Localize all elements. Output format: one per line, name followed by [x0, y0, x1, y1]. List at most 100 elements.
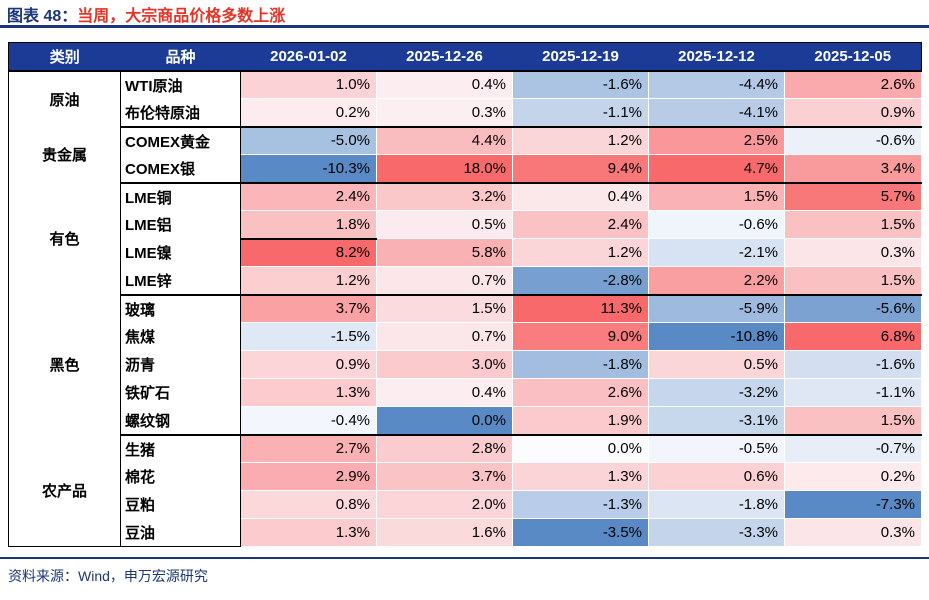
value-cell: 1.6%	[376, 518, 513, 547]
value-cell: 1.2%	[240, 266, 377, 296]
value-cell: 0.5%	[376, 210, 513, 239]
column-header: 2025-12-19	[512, 42, 649, 72]
value-cell: 2.7%	[240, 434, 377, 463]
item-cell: LME锌	[120, 266, 241, 296]
value-cell: 1.0%	[240, 70, 377, 99]
value-cell: 0.4%	[376, 70, 513, 99]
table-row: COMEX银 -10.3% 18.0% 9.4% 4.7% 3.4%	[9, 154, 922, 184]
value-cell: 0.3%	[376, 98, 513, 128]
value-cell: 8.2%	[240, 238, 377, 267]
value-cell: 0.9%	[240, 350, 377, 379]
value-cell: -10.3%	[240, 154, 377, 184]
source-note: 资料来源：Wind，申万宏源研究	[8, 568, 208, 584]
value-cell: 0.5%	[648, 350, 785, 379]
value-cell: 6.8%	[784, 322, 922, 351]
value-cell: -5.9%	[648, 294, 785, 323]
value-cell: -1.6%	[784, 350, 922, 379]
item-cell: WTI原油	[120, 70, 241, 99]
value-cell: 9.0%	[512, 322, 649, 351]
value-cell: 2.6%	[512, 378, 649, 407]
table-row: 农产品 生猪 2.7% 2.8% 0.0% -0.5% -0.7%	[8, 434, 922, 547]
value-cell: -7.3%	[784, 490, 922, 519]
item-cell: COMEX黄金	[120, 126, 241, 155]
value-cell: 1.5%	[376, 294, 513, 323]
value-cell: -1.5%	[240, 322, 377, 351]
table-row: 黑色 玻璃 3.7% 1.5% 11.3% -5.9% -5.6%	[8, 294, 922, 435]
value-cell: 0.2%	[784, 462, 922, 491]
item-cell: LME铝	[120, 210, 241, 239]
value-cell: 1.2%	[512, 126, 649, 155]
column-header: 品种	[120, 42, 241, 72]
item-cell: 布伦特原油	[120, 98, 241, 128]
item-cell: 沥青	[120, 350, 241, 379]
column-header: 2025-12-05	[784, 42, 922, 72]
value-cell: 1.9%	[512, 406, 649, 436]
table-row: 焦煤 -1.5% 0.7% 9.0% -10.8% 6.8%	[9, 322, 922, 351]
value-cell: -0.5%	[648, 434, 785, 463]
value-cell: 9.4%	[512, 154, 649, 184]
value-cell: 0.0%	[512, 434, 649, 463]
item-cell: 豆油	[120, 518, 241, 547]
value-cell: 0.0%	[376, 406, 513, 436]
table-row: LME镍 8.2% 5.8% 1.2% -2.1% 0.3%	[9, 238, 922, 267]
value-cell: 11.3%	[512, 294, 649, 323]
column-header: 类别	[8, 42, 121, 72]
value-cell: 2.4%	[512, 210, 649, 239]
value-cell: 1.5%	[784, 266, 922, 296]
value-cell: 2.8%	[376, 434, 513, 463]
category-cell: 农产品	[8, 434, 121, 547]
value-cell: 0.4%	[512, 182, 649, 211]
value-cell: 5.8%	[376, 238, 513, 267]
item-cell: 螺纹钢	[120, 406, 241, 436]
value-cell: 0.6%	[648, 462, 785, 491]
category-cell: 贵金属	[8, 126, 121, 183]
table-row: 布伦特原油 0.2% 0.3% -1.1% -4.1% 0.9%	[9, 98, 922, 128]
value-cell: 1.8%	[240, 210, 377, 240]
value-cell: 1.3%	[240, 378, 377, 407]
item-cell: 棉花	[120, 462, 241, 491]
value-cell: -1.8%	[648, 490, 785, 519]
value-cell: -3.1%	[648, 406, 785, 436]
figure-title: 图表 48：当周，大宗商品价格多数上涨	[0, 0, 929, 25]
item-cell: 铁矿石	[120, 378, 241, 407]
item-cell: 焦煤	[120, 322, 241, 351]
table-row: 原油 WTI原油 1.0% 0.4% -1.6% -4.4% 2.6%	[8, 70, 922, 127]
value-cell: -0.4%	[240, 406, 377, 436]
item-cell: LME镍	[120, 238, 241, 267]
value-cell: 1.2%	[512, 238, 649, 267]
table-row: 螺纹钢 -0.4% 0.0% 1.9% -3.1% 1.5%	[9, 406, 922, 436]
source-divider	[0, 557, 929, 559]
value-cell: -3.3%	[648, 518, 785, 547]
value-cell: -5.0%	[240, 126, 377, 155]
value-cell: 0.3%	[784, 238, 922, 267]
value-cell: 0.3%	[784, 518, 922, 547]
value-cell: 1.5%	[784, 406, 922, 436]
commodity-price-heatmap-table: 类别 品种 2026-01-02 2025-12-26 2025-12-19 2025-1…	[8, 42, 922, 547]
value-cell: -1.8%	[512, 350, 649, 379]
item-cell: COMEX银	[120, 154, 241, 184]
value-cell: 3.7%	[240, 294, 377, 323]
value-cell: 0.7%	[376, 266, 513, 296]
value-cell: 2.0%	[376, 490, 513, 519]
value-cell: -1.1%	[512, 98, 649, 128]
value-cell: 1.3%	[240, 518, 377, 547]
value-cell: 2.6%	[784, 70, 922, 99]
value-cell: 0.8%	[240, 490, 377, 519]
value-cell: -1.1%	[784, 378, 922, 407]
title-divider	[0, 25, 929, 28]
value-cell: 3.7%	[376, 462, 513, 491]
value-cell: -4.1%	[648, 98, 785, 128]
category-cell: 原油	[8, 70, 121, 127]
value-cell: 3.0%	[376, 350, 513, 379]
value-cell: 18.0%	[376, 154, 513, 184]
item-cell: 玻璃	[120, 294, 241, 323]
item-cell: 生猪	[120, 434, 241, 463]
value-cell: 0.7%	[376, 322, 513, 351]
table-row: 棉花 2.9% 3.7% 1.3% 0.6% 0.2%	[9, 462, 922, 491]
value-cell: -2.1%	[648, 238, 785, 267]
value-cell: -0.7%	[784, 434, 922, 463]
column-header: 2025-12-12	[648, 42, 785, 72]
column-header: 2026-01-02	[240, 42, 377, 72]
category-cell: 有色	[8, 182, 121, 295]
